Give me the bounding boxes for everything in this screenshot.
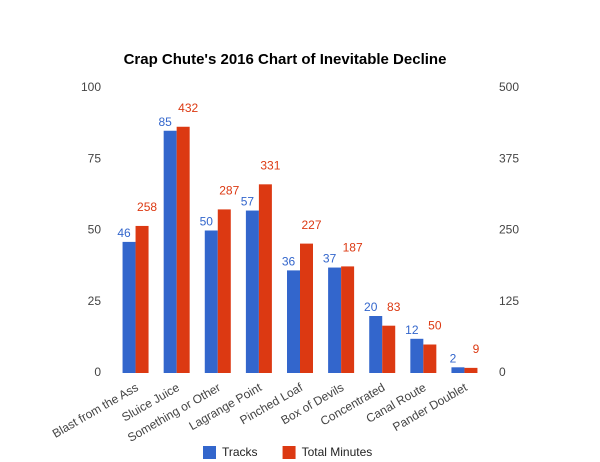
bar (341, 266, 355, 373)
data-label: 50 (428, 319, 442, 333)
data-label: 287 (219, 184, 239, 198)
y-tick-label: 100 (81, 80, 101, 94)
y2-tick-label: 250 (499, 223, 519, 237)
bar (382, 325, 396, 373)
data-label: 331 (260, 159, 280, 173)
bar (369, 316, 383, 373)
bar (217, 209, 231, 373)
bar (423, 344, 437, 373)
y-tick-label: 0 (94, 365, 101, 379)
data-label: 9 (473, 342, 480, 356)
data-label: 20 (364, 300, 378, 314)
y-tick-label: 50 (88, 223, 102, 237)
legend-label: Total Minutes (302, 445, 373, 459)
data-label: 2 (450, 351, 457, 365)
data-label: 85 (158, 115, 172, 129)
bar (464, 367, 478, 373)
legend-swatch (282, 446, 296, 459)
y2-tick-label: 125 (499, 294, 519, 308)
data-label: 36 (282, 255, 296, 269)
bar (258, 184, 272, 373)
y-tick-label: 75 (88, 151, 102, 165)
bar (300, 243, 313, 373)
y2-tick-label: 375 (499, 151, 519, 165)
bar (451, 367, 465, 373)
bar (245, 210, 259, 373)
data-label: 83 (387, 300, 401, 314)
data-label: 46 (117, 226, 131, 240)
data-label: 12 (405, 323, 419, 337)
legend-label: Tracks (222, 445, 258, 459)
bar (204, 230, 218, 373)
bar (410, 338, 424, 373)
data-label: 37 (323, 252, 337, 266)
legend-swatch (203, 446, 216, 459)
data-label: 227 (301, 218, 321, 232)
data-label: 57 (241, 195, 255, 209)
y2-tick-label: 500 (499, 80, 519, 94)
data-label: 432 (178, 101, 198, 115)
bar (163, 130, 177, 373)
bar (328, 267, 342, 373)
data-label: 50 (200, 215, 214, 229)
bar (122, 241, 136, 373)
data-label: 258 (137, 200, 157, 214)
data-label: 187 (343, 241, 363, 255)
chart-title: Crap Chute's 2016 Chart of Inevitable De… (124, 51, 447, 68)
bar (135, 225, 149, 373)
y2-tick-label: 0 (499, 365, 506, 379)
bar (176, 126, 190, 373)
y-tick-label: 25 (88, 294, 102, 308)
bar (287, 270, 300, 373)
